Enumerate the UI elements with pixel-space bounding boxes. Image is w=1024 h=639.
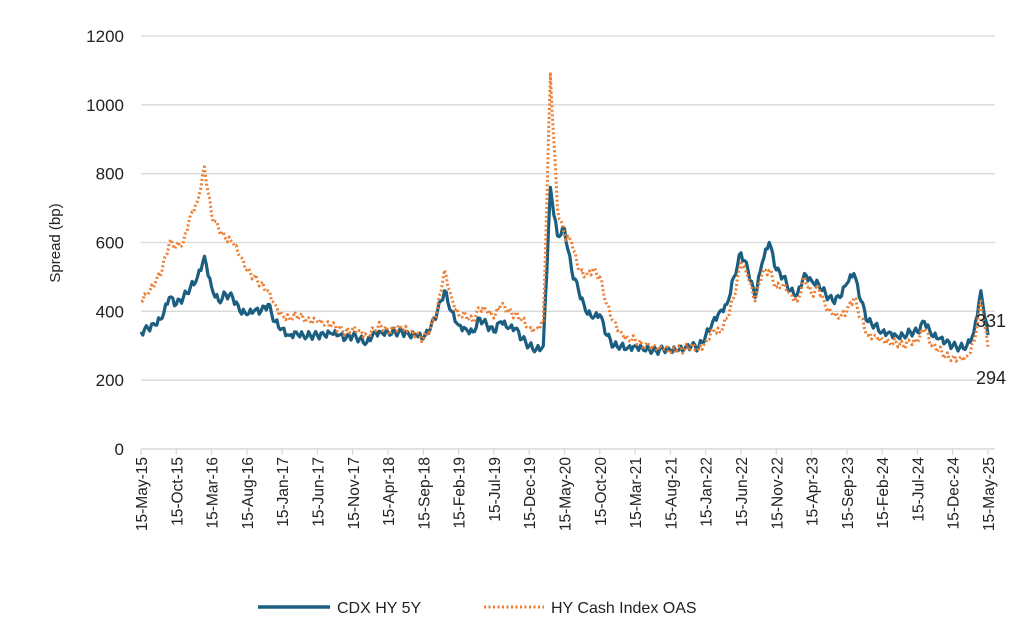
oas-end-label: 294 — [976, 368, 1006, 388]
y-tick-label: 1200 — [86, 27, 124, 46]
x-tick-label: 15-Aug-16 — [240, 457, 257, 529]
legend: CDX HY 5Y HY Cash Index OAS — [258, 600, 697, 617]
x-tick-label: 15-Mar-16 — [205, 457, 222, 529]
x-tick-label: 15-Oct-15 — [169, 457, 186, 526]
x-tick-label: 15-Mar-21 — [628, 457, 645, 529]
cdx-hy-5y-line — [139, 185, 990, 356]
legend-cdx-label: CDX HY 5Y — [337, 600, 422, 617]
x-tick-label: 15-Feb-24 — [875, 457, 892, 529]
y-tick-label: 0 — [115, 440, 124, 459]
x-tick-label: 15-Dec-24 — [946, 457, 963, 530]
legend-oas-label: HY Cash Index OAS — [551, 600, 697, 617]
y-tick-label: 200 — [96, 371, 124, 390]
y-tick-labels: 0 200 400 600 800 1000 1200 — [86, 27, 124, 459]
y-tick-label: 600 — [96, 234, 124, 253]
x-tick-label: 15-Apr-23 — [805, 457, 822, 526]
series-lines — [139, 72, 990, 363]
x-tick-label: 15-Nov-17 — [346, 457, 363, 529]
x-tick-label: 15-May-25 — [981, 457, 998, 531]
cdx-end-label: 331 — [976, 311, 1006, 331]
x-axis: 15-May-15 15-Oct-15 15-Mar-16 15-Aug-16 15-J… — [134, 448, 998, 531]
x-tick-label: 15-Aug-21 — [663, 457, 680, 529]
x-tick-label: 15-May-15 — [134, 457, 151, 531]
y-tick-label: 1000 — [86, 96, 124, 115]
x-tick-label: 15-Oct-20 — [593, 457, 610, 526]
x-tick-label: 15-Jan-22 — [699, 457, 716, 527]
x-tick-label: 15-Feb-19 — [452, 457, 469, 529]
hy-cash-oas-line — [141, 72, 990, 363]
y-tick-label: 400 — [96, 302, 124, 321]
y-axis-label: Spread (bp) — [47, 203, 64, 282]
x-tick-label: 15-Jul-24 — [910, 457, 927, 522]
x-tick-label: 15-Jun-17 — [310, 457, 327, 527]
x-tick-label: 15-Nov-22 — [769, 457, 786, 529]
y-tick-label: 800 — [96, 165, 124, 184]
gridlines — [141, 35, 995, 381]
x-tick-label: 15-Dec-19 — [522, 457, 539, 529]
x-tick-label: 15-Sep-18 — [416, 457, 433, 529]
x-tick-label: 15-Sep-23 — [840, 457, 857, 529]
x-tick-label: 15-Jun-22 — [734, 457, 751, 527]
x-tick-label: 15-Apr-18 — [381, 457, 398, 526]
x-tick-label: 15-Jan-17 — [275, 457, 292, 527]
x-tick-label: 15-May-20 — [558, 457, 575, 531]
x-tick-label: 15-Jul-19 — [487, 457, 504, 522]
